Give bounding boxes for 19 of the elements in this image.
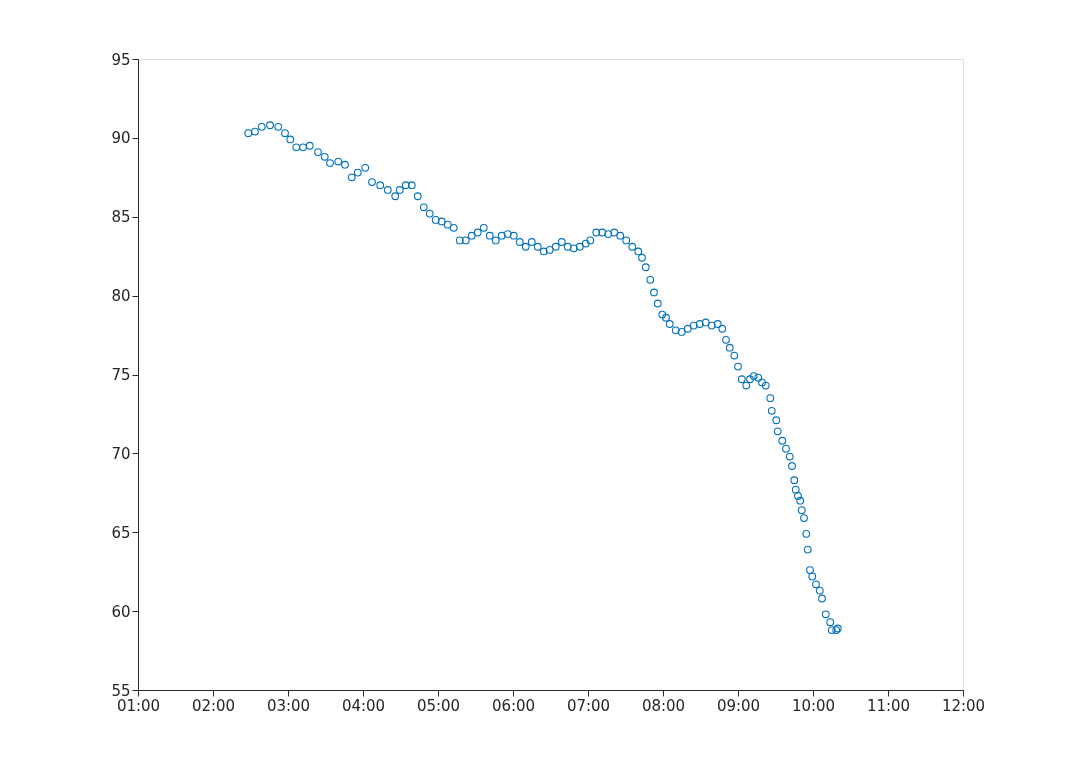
x-tick-label: 09:00 xyxy=(716,696,761,715)
x-tick-label: 05:00 xyxy=(416,696,461,715)
x-tick-label: 07:00 xyxy=(566,696,611,715)
y-tick-label: 75 xyxy=(111,366,131,384)
x-tick-label: 12:00 xyxy=(941,696,986,715)
x-tick-label: 03:00 xyxy=(266,696,311,715)
y-tick-label: 95 xyxy=(111,50,131,69)
y-tick-label: 90 xyxy=(111,129,131,148)
y-tick-label: 80 xyxy=(111,287,131,306)
x-tick-label: 02:00 xyxy=(191,696,236,715)
x-tick-label: 10:00 xyxy=(791,696,836,715)
y-tick-label: 65 xyxy=(111,523,131,542)
y-tick-label: 70 xyxy=(111,444,131,463)
x-tick-label: 04:00 xyxy=(341,696,386,715)
y-tick-label: 85 xyxy=(111,208,131,227)
y-tick-label: 60 xyxy=(111,602,131,621)
x-tick-label: 08:00 xyxy=(641,696,686,715)
x-tick-label: 11:00 xyxy=(866,696,911,715)
x-tick-label: 06:00 xyxy=(491,696,536,715)
